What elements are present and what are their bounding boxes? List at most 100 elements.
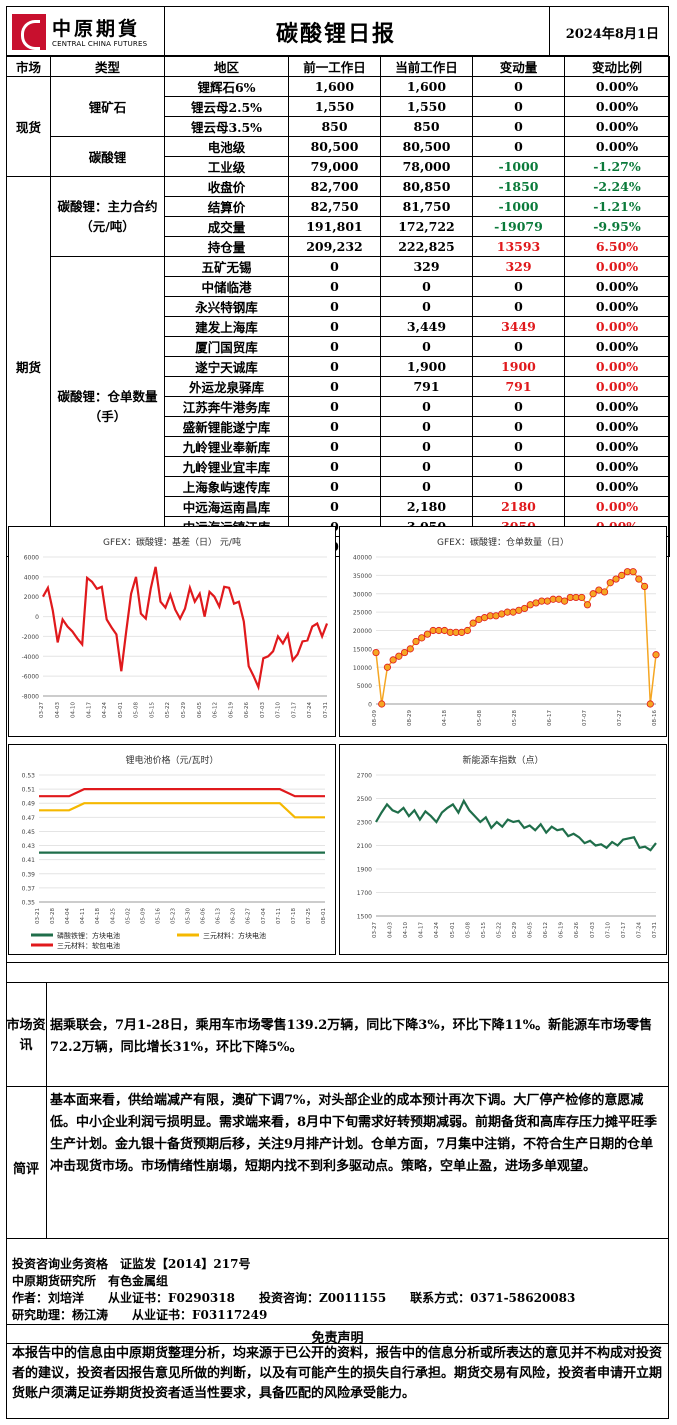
y-tick-label: -8000 [22,694,40,701]
divider [6,1343,669,1344]
table-row: 九岭锂业宜丰库 0 0 0 0.00% [7,456,670,477]
x-tick-label: 05-29 [181,702,187,718]
x-tick-label: 05-23 [170,908,176,924]
market-info-label: 市场资讯 [6,1018,46,1053]
column-header: 变动量 [472,56,565,77]
x-tick-label: 07-31 [652,922,658,938]
y-tick-label: 1500 [357,914,372,921]
x-tick-label: 04-25 [110,908,116,924]
y-tick-label: 0.51 [22,787,36,794]
chart-svg: GFEX：碳酸锂：仓单数量（日） 40000 35000 30000 25000 2000… [353,536,660,726]
change-pct-cell: 0.00% [564,256,670,277]
footer-institute: 中原期货研究所 有色金属组 [12,1274,169,1288]
chart-title: GFEX：碳酸锂：基差（日） 元/吨 [103,536,241,548]
x-tick-label: 08-01 [321,908,327,924]
prev-value-cell: 0 [288,436,381,457]
region-cell: 九岭锂业奉新库 [164,436,289,457]
prev-value-cell: 0 [288,276,381,297]
column-header: 变动比例 [564,56,670,77]
y-tick-label: 0.39 [22,871,36,878]
curr-value-cell: 791 [380,376,473,397]
x-tick-label: 08-29 [407,710,413,726]
column-header: 当前工作日 [380,56,473,77]
change-cell: 1900 [472,356,565,377]
curr-value-cell: 0 [380,456,473,477]
data-point [423,630,432,638]
data-point [640,582,649,591]
change-cell: 0 [472,396,565,417]
y-tick-label: 1700 [357,890,372,897]
data-point [578,593,586,602]
change-pct-cell: 0.00% [564,496,670,517]
change-cell: 0 [472,136,565,157]
table-row: 碳酸锂：仓单数量（手） 五矿无锡 0 329 329 0.00% [7,256,670,557]
region-cell: 锂云母3.5% [164,116,289,137]
change-cell: -1850 [472,176,565,197]
x-tick-label: 07-17 [291,702,297,718]
x-tick-label: 04-17 [419,922,425,938]
series-line [375,570,657,705]
y-tick-label: 2700 [357,773,372,780]
prev-value-cell: 1,550 [288,96,381,117]
change-cell: 329 [472,256,565,277]
region-cell: 收盘价 [164,176,289,197]
prev-value-cell: 0 [288,496,381,517]
section-divider [46,982,47,1238]
change-cell: 0 [472,96,565,117]
chart-title: GFEX：碳酸锂：仓单数量（日） [437,536,569,548]
data-point [646,700,654,708]
chart-svg: GFEX：碳酸锂：基差（日） 元/吨 6000 4000 2000 0 -2000 -400… [22,536,329,718]
x-tick-label: 07-17 [621,922,627,938]
x-tick-label: 05-02 [125,908,131,924]
battery-price-chart: 锂电池价格（元/瓦时） 0.53 0.51 0.49 0.47 0.45 0.43 0.41 0… [8,744,336,955]
data-point [400,648,409,657]
chart-title: 新能源车指数（点） [462,754,543,766]
change-cell: -19079 [472,216,565,237]
legend-label: 三元材料：软包电池 [57,941,120,950]
x-tick-label: 05-01 [450,922,456,938]
chart-svg: 锂电池价格（元/瓦时） 0.53 0.51 0.49 0.47 0.45 0.43 0.41 0… [22,754,327,950]
report-frame [6,6,669,1419]
region-cell: 永兴特钢库 [164,296,289,317]
report-header: 中原期貨 CENTRAL CHINA FUTURES 碳酸锂日报 2024年8月… [6,6,669,56]
curr-value-cell: 0 [380,436,473,457]
logo-cn-text: 中原期貨 [52,18,141,40]
curr-value-cell: 222,825 [380,236,473,257]
y-tick-label: 1900 [357,867,372,874]
prev-value-cell: 0 [288,336,381,357]
change-pct-cell: 0.00% [564,296,670,317]
x-tick-label: 05-22 [496,922,502,938]
x-tick-label: 06-26 [244,702,250,718]
type-cell: 碳酸锂 [50,136,165,177]
region-cell: 结算价 [164,196,289,217]
y-tick-label: 0.53 [22,773,36,780]
curr-value-cell: 0 [380,416,473,437]
region-cell: 厦门国贸库 [164,336,289,357]
change-pct-cell: -1.27% [564,156,670,177]
x-tick-label: 03-21 [35,908,41,924]
data-point [589,590,597,598]
prev-value-cell: 0 [288,456,381,477]
x-tick-label: 07-11 [276,908,282,924]
y-tick-label: 15000 [353,646,372,653]
curr-value-cell: 850 [380,116,473,137]
logo-en-text: CENTRAL CHINA FUTURES [52,40,148,48]
region-cell: 九岭锂业宜丰库 [164,456,289,477]
change-cell: 0 [472,296,565,317]
market-info-text: 据乘联会，7月1-28日，乘用车市场零售139.2万辆，同比下降3%，环比下降1… [50,1018,653,1055]
data-point [652,651,660,659]
column-header: 市场 [6,56,51,77]
change-pct-cell: 0.00% [564,396,670,417]
y-tick-label: 0 [35,614,39,621]
x-tick-label: 07-31 [323,702,329,718]
x-tick-label: 05-01 [118,702,124,718]
x-tick-label: 05-08 [477,710,483,726]
y-tick-label: 0 [368,702,372,709]
x-tick-label: 04-04 [65,908,71,924]
y-tick-label: 2000 [24,594,39,601]
series-line [42,566,329,691]
x-tick-label: 06-17 [547,710,553,726]
change-cell: 0 [472,336,565,357]
column-header: 地区 [164,56,289,77]
change-pct-cell: 0.00% [564,136,670,157]
